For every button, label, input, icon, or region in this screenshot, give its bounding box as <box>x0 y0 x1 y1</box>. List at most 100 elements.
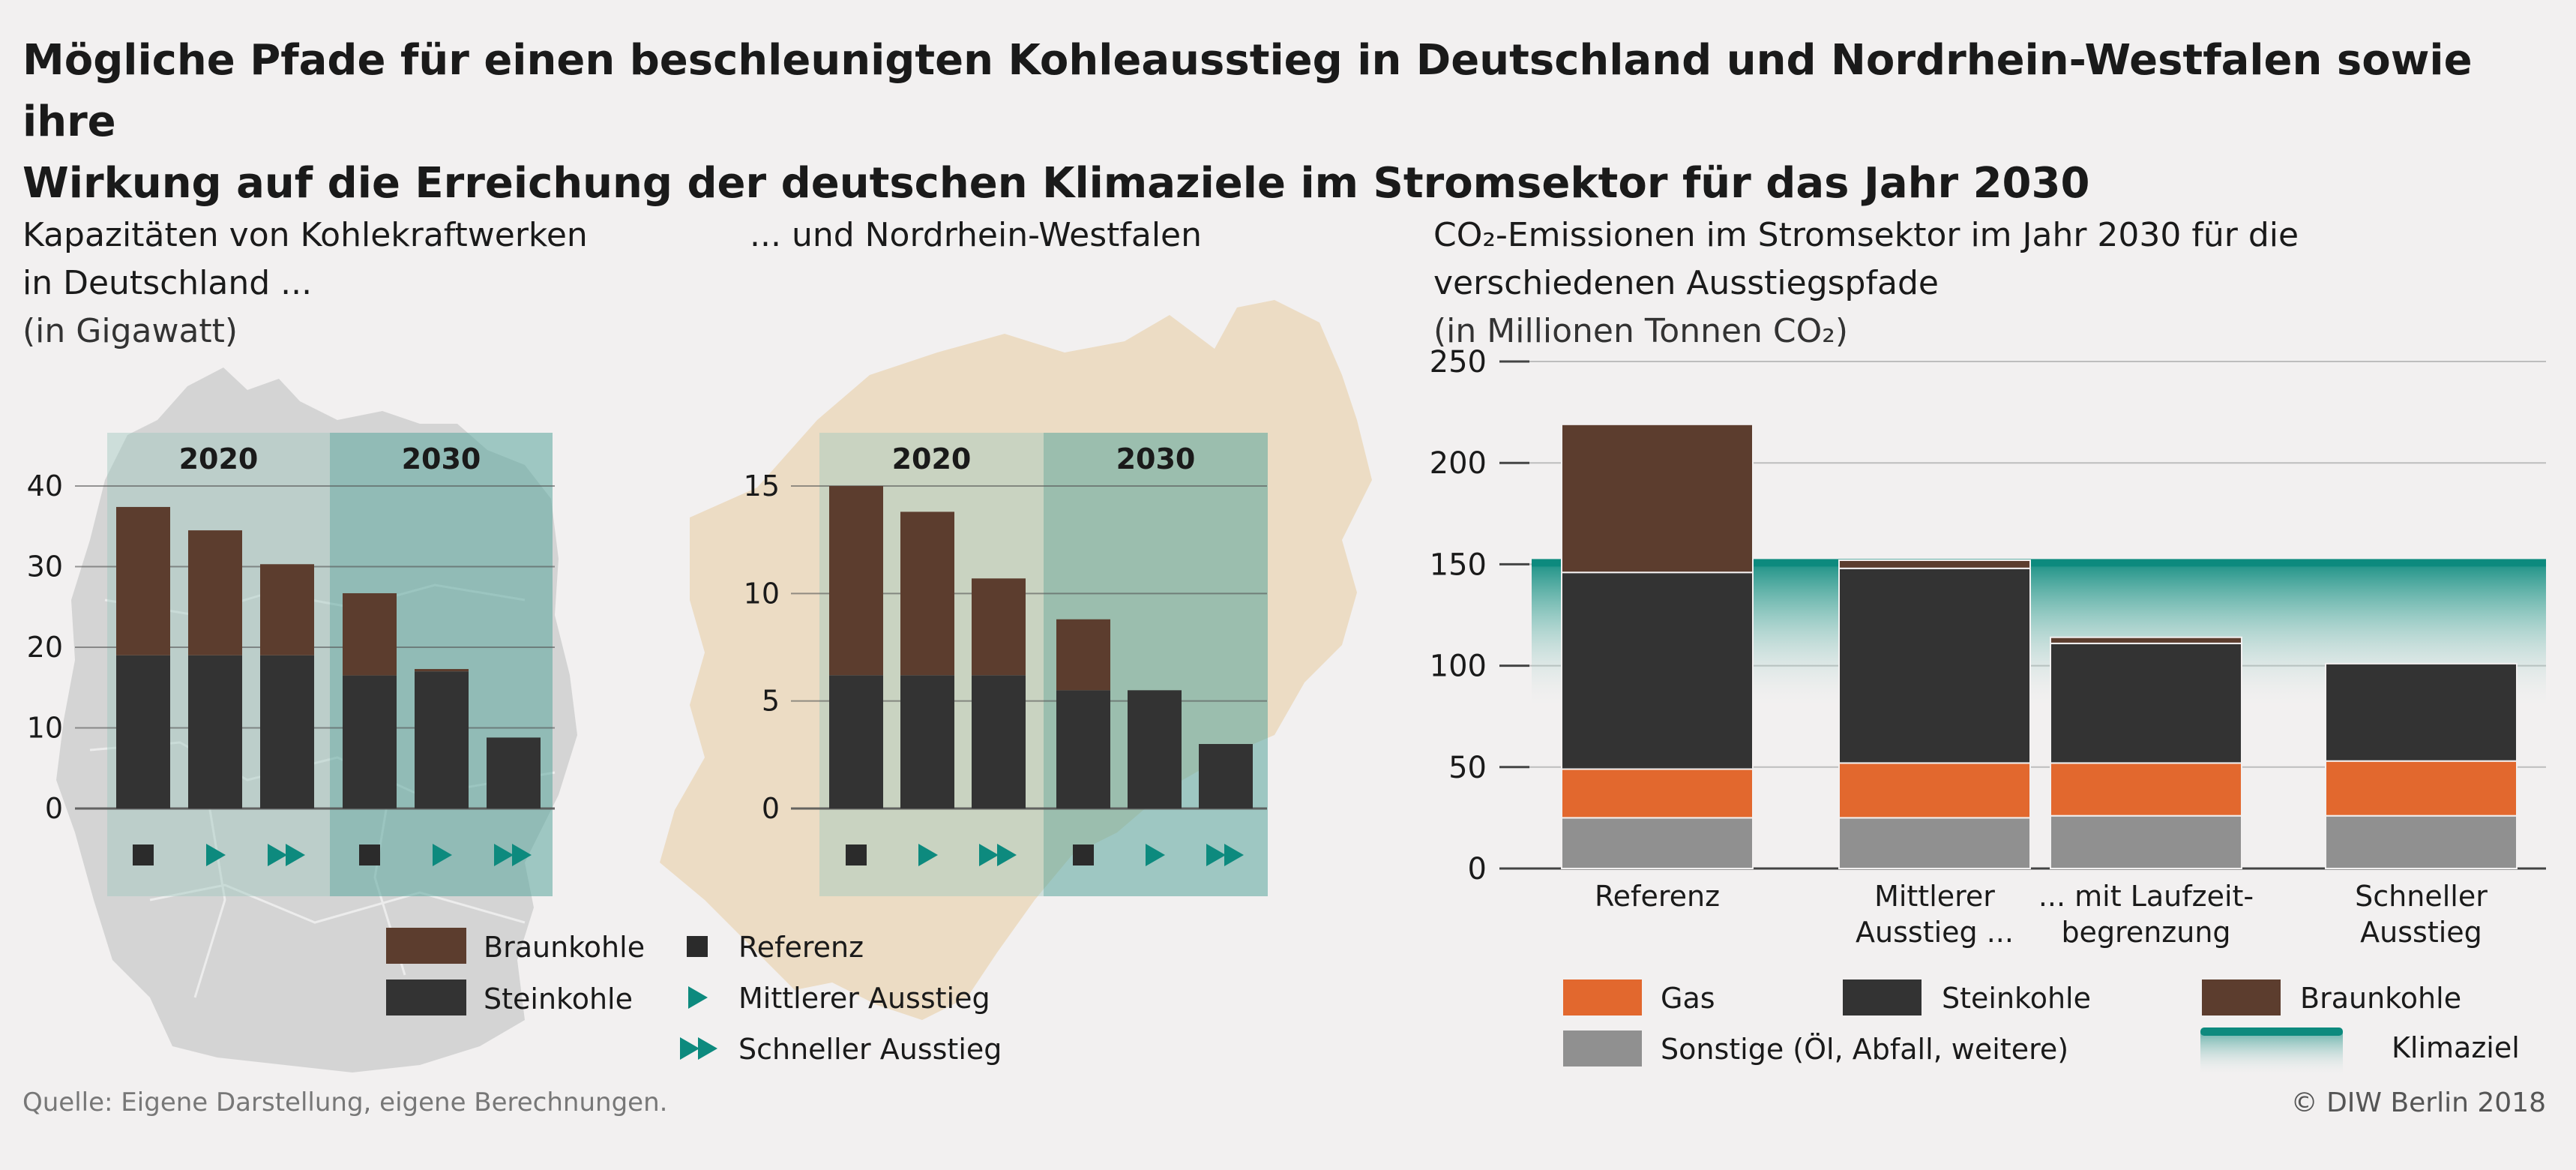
marker-fast-6 <box>1206 844 1226 866</box>
legend-label-braunkohle: Braunkohle <box>484 931 645 964</box>
marker-fast-3 <box>268 844 287 866</box>
bar-segment-2 <box>1838 559 2031 569</box>
legend-swatch-steinkohle <box>386 980 466 1016</box>
panel3-title-line-2: verschiedenen Ausstiegspfade (in Million… <box>1433 260 2299 356</box>
y-tick-label: 20 <box>27 631 63 664</box>
bar-segment-4 <box>2325 760 2518 817</box>
bar-steinkohle-5 <box>415 671 469 808</box>
panel1-title: Kapazitäten von Kohlekraftwerken in Deut… <box>22 212 588 356</box>
copyright-note: © DIW Berlin 2018 <box>2290 1088 2546 1118</box>
bar-segment-2 <box>1838 817 2031 870</box>
chart-title-line-2: Wirkung auf die Erreichung der deutschen… <box>22 159 2090 208</box>
panel1-title-line-1: Kapazitäten von Kohlekraftwerken <box>22 216 588 254</box>
bar-braunkohle-1 <box>829 486 883 676</box>
legend-label-steinkohle: Steinkohle <box>1942 982 2091 1015</box>
legend-marker-mittlerer <box>688 986 708 1009</box>
y-tick-label: 10 <box>27 712 63 745</box>
legend-left: Braunkohle Steinkohle Referenz Mittlerer Au… <box>386 928 1002 1066</box>
bar-segment-3 <box>2050 636 2242 644</box>
bar-segment-4 <box>2325 814 2518 870</box>
y-tick-label: 50 <box>1448 751 1487 785</box>
x-tick-label: Ausstieg ... <box>1856 916 2014 949</box>
marker-fast-3-2 <box>286 844 305 866</box>
marker-mid-5 <box>433 844 452 866</box>
marker-fast-6 <box>494 844 514 866</box>
chart-title-line-1: Mögliche Pfade für einen beschleunigten … <box>22 36 2473 146</box>
legend-label-gas: Gas <box>1661 982 1715 1015</box>
x-tick-label: Mittlerer <box>1874 880 1995 913</box>
marker-mid-5 <box>1146 844 1165 866</box>
bar-steinkohle-2 <box>188 655 242 808</box>
bar-steinkohle-6 <box>487 737 541 808</box>
legend-marker-referenz <box>687 936 708 957</box>
y-tick-label: 15 <box>744 470 780 502</box>
panel1-unit: (in Gigawatt) <box>22 312 238 350</box>
y-tick-label: 10 <box>744 577 780 610</box>
bar-braunkohle-3 <box>260 564 314 656</box>
legend-marker-schneller-2 <box>698 1037 717 1060</box>
y-tick-label: 150 <box>1430 548 1487 582</box>
bar-segment-2 <box>1838 567 2031 764</box>
panel2-title-line-1: ... und Nordrhein-Westfalen <box>750 216 1203 254</box>
bar-braunkohle-4 <box>343 592 397 676</box>
legend-swatch-sonstige <box>1563 1030 1642 1066</box>
bar-steinkohle-3 <box>260 655 314 808</box>
bar-braunkohle-1 <box>116 506 170 656</box>
y-tick-label: 250 <box>1430 345 1487 380</box>
marker-ref-1 <box>846 844 867 866</box>
legend-right: Gas Steinkohle Braunkohle Sonstige (Öl, Abf… <box>1563 980 2520 1077</box>
y-tick-label: 40 <box>27 470 63 502</box>
legend-label-referenz: Referenz <box>738 931 864 964</box>
bar-segment-1 <box>1561 572 1754 770</box>
y-tick-label: 0 <box>1468 852 1487 886</box>
legend-label-klimaziel: Klimaziel <box>2392 1031 2520 1064</box>
x-tick-label: Ausstieg <box>2360 916 2482 949</box>
x-tick-label: Schneller <box>2355 880 2488 913</box>
legend-swatch-klimaziel-band <box>2200 1032 2343 1077</box>
panel2-title: ... und Nordrhein-Westfalen <box>750 212 1202 260</box>
source-note: Quelle: Eigene Darstellung, eigene Berec… <box>22 1088 668 1118</box>
marker-mid-2 <box>918 844 938 866</box>
bar-segment-3 <box>2050 642 2242 764</box>
bar-braunkohle-2 <box>900 512 954 676</box>
panel3-title-line-1: CO₂-Emissionen im Stromsektor im Jahr 20… <box>1433 216 2299 254</box>
klimaziel-line <box>1532 559 2546 567</box>
bar-steinkohle-3 <box>972 675 1026 808</box>
marker-ref-4 <box>359 844 380 866</box>
marker-fast-6-2 <box>512 844 532 866</box>
legend-label-steinkohle: Steinkohle <box>484 982 633 1016</box>
x-tick-label: ... mit Laufzeit- <box>2038 880 2254 913</box>
bar-steinkohle-1 <box>829 675 883 808</box>
year-label-2030: 2030 <box>1116 442 1196 476</box>
panel1-title-line-2: in Deutschland ... <box>22 264 313 302</box>
panel3-unit: (in Millionen Tonnen CO₂) <box>1433 312 1849 350</box>
year-label-2020: 2020 <box>179 442 259 476</box>
bar-steinkohle-1 <box>116 655 170 808</box>
legend-label-braunkohle: Braunkohle <box>2300 982 2461 1015</box>
legend-swatch-klimaziel <box>2200 1028 2343 1036</box>
bar-braunkohle-5 <box>415 669 469 672</box>
bar-braunkohle-4 <box>1056 619 1110 691</box>
bar-steinkohle-2 <box>900 675 954 808</box>
y-tick-label: 30 <box>27 550 63 584</box>
marker-mid-2 <box>206 844 226 866</box>
panel3-title-line-2a: verschiedenen Ausstiegspfade <box>1433 264 1939 302</box>
legend-swatch-braunkohle <box>386 928 466 964</box>
bar-braunkohle-3 <box>972 578 1026 676</box>
legend-swatch-steinkohle <box>1843 980 1922 1016</box>
y-tick-label: 0 <box>45 792 63 825</box>
bar-segment-3 <box>2050 762 2242 817</box>
bar-steinkohle-4 <box>343 675 397 808</box>
y-tick-label: 5 <box>762 685 780 718</box>
bar-steinkohle-5 <box>1128 690 1182 808</box>
marker-fast-3-2 <box>997 844 1017 866</box>
chart-title: Mögliche Pfade für einen beschleunigten … <box>22 30 2557 214</box>
marker-ref-1 <box>133 844 154 866</box>
year-label-2030: 2030 <box>402 442 481 476</box>
marker-ref-4 <box>1073 844 1094 866</box>
bar-braunkohle-2 <box>188 530 242 656</box>
bar-segment-2 <box>1838 762 2031 819</box>
